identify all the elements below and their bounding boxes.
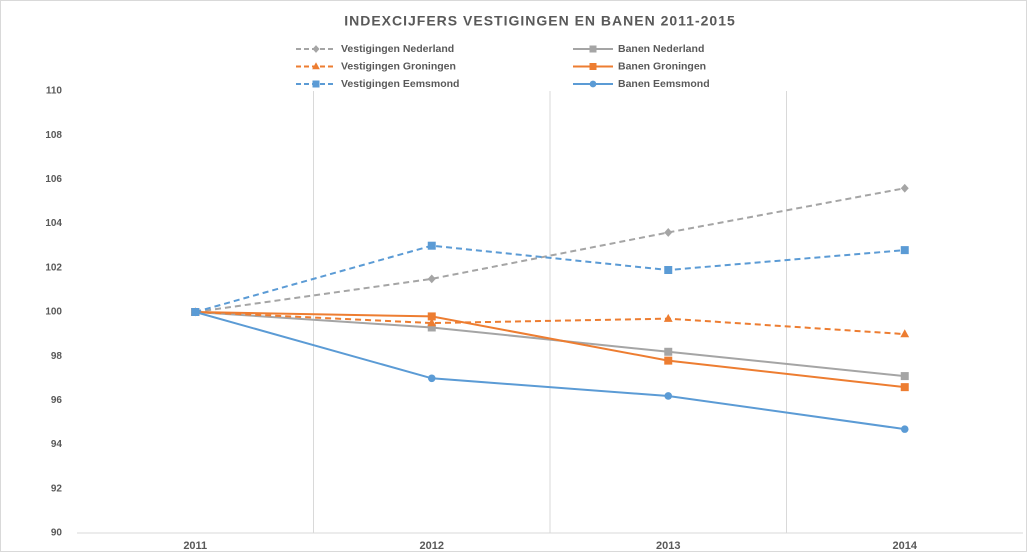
y-tick-label: 94 bbox=[51, 439, 63, 450]
marker bbox=[427, 312, 436, 321]
x-tick-label: 2014 bbox=[893, 540, 918, 552]
x-tick-label: 2011 bbox=[183, 540, 207, 552]
series-line bbox=[194, 311, 905, 431]
series-line bbox=[194, 244, 905, 313]
x-tick-label: 2012 bbox=[420, 540, 444, 552]
y-tick-label: 104 bbox=[45, 218, 62, 229]
legend-label: Vestigingen Nederland bbox=[341, 43, 454, 55]
y-tick-label: 102 bbox=[45, 262, 62, 273]
series-line bbox=[195, 187, 905, 313]
marker bbox=[900, 183, 909, 193]
marker bbox=[589, 45, 597, 53]
marker bbox=[589, 63, 597, 70]
y-tick-label: 106 bbox=[45, 174, 62, 185]
marker bbox=[427, 241, 436, 250]
marker bbox=[427, 323, 436, 332]
y-tick-label: 92 bbox=[51, 483, 63, 494]
marker bbox=[427, 318, 437, 327]
x-tick-label: 2013 bbox=[656, 540, 680, 552]
marker bbox=[191, 308, 200, 316]
marker bbox=[664, 356, 673, 365]
marker bbox=[312, 80, 320, 88]
series-line bbox=[195, 311, 905, 336]
y-tick-label: 108 bbox=[45, 130, 62, 141]
series-line bbox=[195, 311, 905, 378]
marker bbox=[589, 80, 597, 88]
y-tick-label: 100 bbox=[45, 307, 62, 318]
marker bbox=[663, 313, 673, 322]
marker bbox=[427, 374, 436, 383]
marker bbox=[312, 62, 320, 70]
marker bbox=[664, 228, 673, 237]
y-tick-label: 110 bbox=[46, 86, 63, 97]
marker bbox=[900, 383, 909, 392]
marker bbox=[427, 274, 436, 284]
chart-title: INDEXCIJFERS VESTIGINGEN EN BANEN 2011-2… bbox=[344, 13, 736, 29]
marker bbox=[900, 329, 910, 338]
marker bbox=[664, 266, 673, 275]
legend-label: Banen Groningen bbox=[618, 60, 706, 72]
y-tick-label: 98 bbox=[51, 351, 63, 362]
series-line bbox=[195, 311, 905, 389]
y-tick-label: 90 bbox=[51, 528, 63, 539]
marker bbox=[900, 425, 909, 433]
legend-label: Banen Nederland bbox=[618, 43, 704, 55]
legend-label: Banen Eemsmond bbox=[618, 78, 710, 90]
marker bbox=[900, 246, 909, 255]
marker bbox=[664, 347, 673, 356]
legend-label: Vestigingen Eemsmond bbox=[341, 78, 459, 90]
y-tick-label: 96 bbox=[51, 395, 63, 406]
marker bbox=[900, 372, 909, 381]
marker bbox=[664, 392, 673, 400]
marker bbox=[312, 45, 320, 53]
legend-label: Vestigingen Groningen bbox=[341, 60, 456, 72]
